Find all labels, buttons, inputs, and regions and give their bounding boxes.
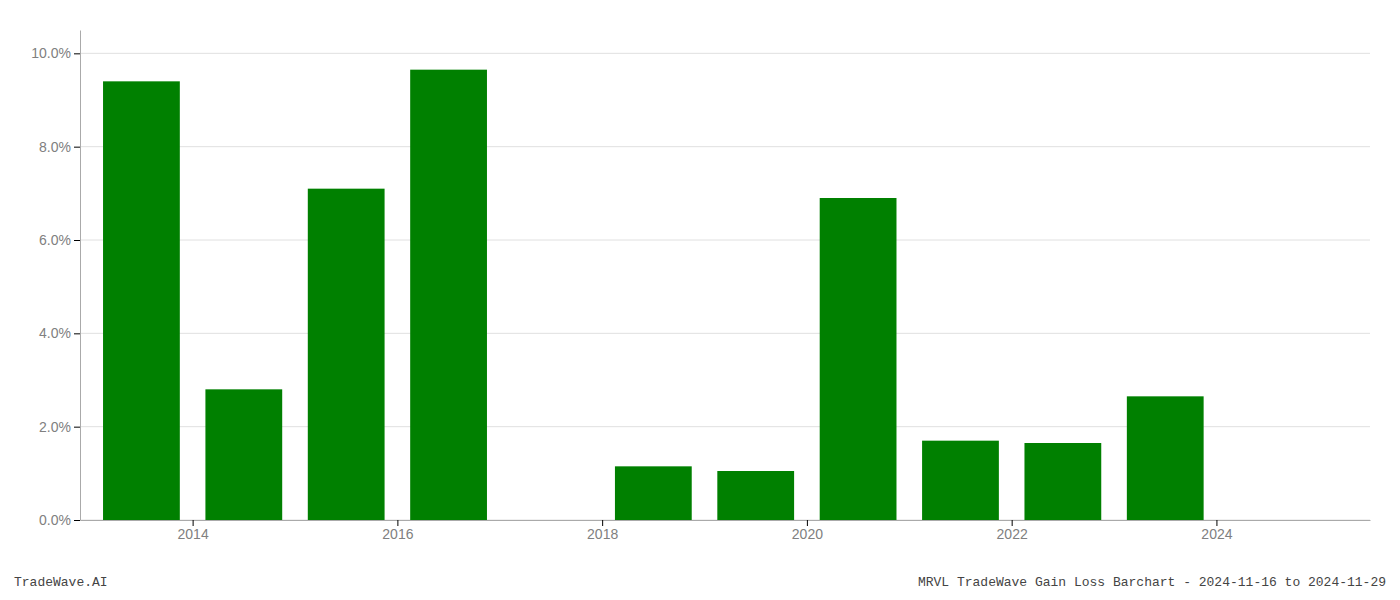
y-tick-mark [74, 53, 80, 54]
bar [205, 389, 282, 520]
footer-text: MRVL TradeWave Gain Loss Barchart - 2024… [918, 575, 1386, 590]
bar [615, 466, 692, 520]
y-tick-label: 8.0% [39, 139, 71, 155]
x-tick-label: 2020 [792, 526, 823, 542]
x-tick: 2024 [1201, 520, 1232, 542]
bar [717, 471, 794, 520]
x-tick-label: 2016 [382, 526, 413, 542]
y-tick-mark [74, 427, 80, 428]
y-axis: 0.0% 2.0% 4.0% 6.0% 8.0% 10.0% [31, 31, 80, 528]
x-tick: 2020 [792, 520, 823, 542]
grid-line [80, 146, 1370, 147]
y-tick: 0.0% [39, 512, 80, 528]
y-tick-label: 2.0% [39, 419, 71, 435]
y-tick-mark [74, 240, 80, 241]
y-tick-mark [74, 147, 80, 148]
grid [80, 53, 1370, 520]
bar [820, 198, 897, 520]
grid-line [80, 333, 1370, 334]
x-tick: 2022 [997, 520, 1028, 542]
x-tick: 2018 [587, 520, 618, 542]
bar [308, 189, 385, 520]
x-tick-label: 2024 [1201, 526, 1232, 542]
bar [103, 81, 180, 520]
bar [513, 520, 590, 521]
bar [1127, 396, 1204, 520]
bar [410, 70, 487, 520]
plot-area: 2014 2016 2018 2020 2022 2024 0.0% 2.0% 4.0% 6.0%… [31, 31, 1370, 542]
y-tick-label: 6.0% [39, 232, 71, 248]
grid-line [80, 240, 1370, 241]
x-axis: 2014 2016 2018 2020 2022 2024 [81, 520, 1371, 542]
y-tick-label: 4.0% [39, 325, 71, 341]
y-tick-mark [74, 333, 80, 334]
x-tick-label: 2018 [587, 526, 618, 542]
bar [1229, 520, 1306, 521]
y-tick-label: 0.0% [39, 512, 71, 528]
y-tick: 4.0% [39, 325, 80, 341]
footer-text: TradeWave.AI [14, 575, 108, 590]
y-tick: 6.0% [39, 232, 80, 248]
y-tick: 8.0% [39, 139, 80, 155]
grid-line [80, 53, 1370, 54]
bar [922, 441, 999, 520]
x-axis-line [81, 520, 1371, 521]
bars [103, 70, 1204, 520]
y-tick-label: 10.0% [31, 45, 71, 61]
x-tick: 2016 [382, 520, 413, 542]
bar [1024, 443, 1101, 520]
x-tick-label: 2014 [178, 526, 209, 542]
y-axis-line [80, 31, 81, 521]
x-tick-label: 2022 [997, 526, 1028, 542]
y-tick: 10.0% [31, 45, 80, 61]
chart: 2014 2016 2018 2020 2022 2024 0.0% 2.0% 4.0% 6.0%… [0, 0, 1400, 600]
y-tick: 2.0% [39, 419, 80, 435]
x-tick: 2014 [178, 520, 209, 542]
y-tick-mark [74, 520, 80, 521]
